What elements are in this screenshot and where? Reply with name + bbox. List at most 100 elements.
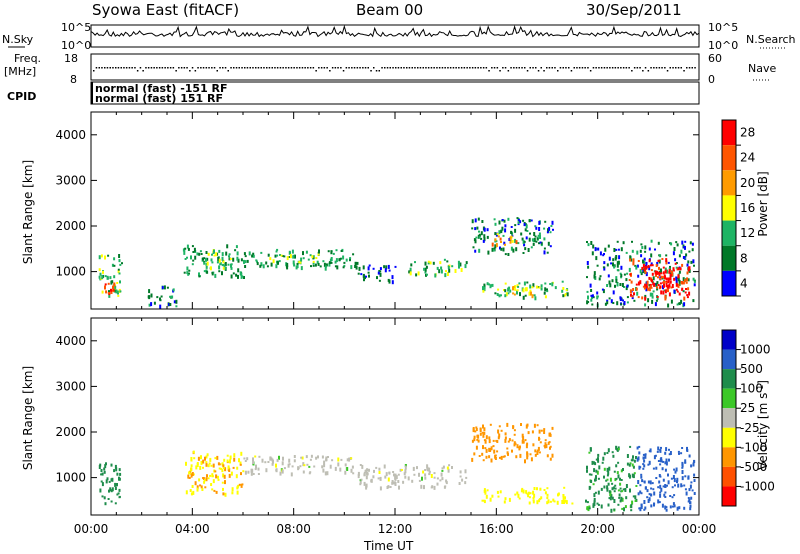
vel-echo-cell (118, 488, 121, 492)
power-echo-cell (547, 228, 549, 233)
vel-echo-cell (483, 488, 486, 492)
vel-echo-cell (644, 454, 647, 459)
vel-echo-cell (196, 485, 199, 490)
vel-echo-cell (217, 475, 219, 479)
power-echo-cell (385, 265, 388, 270)
vel-echo-cell (660, 457, 663, 461)
vel-echo-cell (257, 467, 260, 471)
power-echo-cell (637, 281, 640, 286)
power-echo-cell (602, 254, 605, 257)
power-echo-cell (526, 230, 529, 232)
power-echo-cell (224, 266, 227, 270)
power-echo-cell (636, 264, 639, 268)
vel-echo-cell (104, 464, 107, 469)
power-echo-cell (667, 303, 670, 308)
freq-point (219, 67, 221, 69)
vel-echo-cell (526, 452, 529, 457)
freq-point (230, 67, 232, 69)
power-echo-cell (489, 284, 492, 289)
vel-echo-cell (681, 470, 684, 474)
power-echo-cell (685, 253, 688, 257)
power-echo-cell (626, 272, 629, 275)
power-echo-cell (532, 238, 535, 242)
vel-echo-cell (648, 450, 651, 453)
vel-echo-cell (658, 474, 661, 477)
power-echo-cell (635, 287, 638, 291)
power-echo-cell (631, 295, 634, 298)
power-echo-cell (288, 251, 291, 255)
power-echo-cell (587, 295, 589, 300)
vel-echo-cell (588, 473, 591, 476)
vel-echo-cell (634, 500, 637, 502)
power-echo-cell (425, 265, 428, 269)
freq-point (378, 70, 380, 72)
freq-point (246, 67, 249, 69)
vel-echo-cell (329, 464, 332, 469)
power-echo-cell (528, 219, 531, 223)
vel-echo-cell (621, 490, 624, 493)
freq-point (194, 70, 197, 72)
vel-echo-cell (255, 464, 257, 469)
power-echo-cell (519, 220, 522, 224)
freq-point (381, 67, 383, 69)
vel-echo-cell (549, 457, 552, 461)
vel-echo-cell (359, 464, 362, 466)
power-echo-cell (644, 296, 647, 301)
freq-point (576, 67, 578, 69)
vel-echo-cell (546, 493, 549, 497)
power-echo-cell (682, 246, 685, 249)
power-echo-cell (376, 276, 378, 280)
freq-point (147, 67, 150, 69)
freq-point (565, 67, 567, 69)
vel-echo-cell (526, 455, 529, 460)
velocity-colorbar-tick-label: -1000 (740, 479, 775, 493)
vel-echo-cell (413, 473, 416, 476)
vel-echo-cell (473, 452, 476, 456)
vel-echo-cell (247, 470, 250, 474)
power-echo-cell (516, 289, 519, 292)
vel-echo-cell (686, 449, 689, 452)
vel-echo-cell (691, 489, 694, 492)
vel-echo-cell (226, 454, 229, 457)
vel-echo-cell (275, 469, 278, 472)
vel-echo-cell (600, 504, 603, 509)
power-echo-cell (617, 248, 620, 251)
power-echo-cell (663, 280, 665, 285)
time-tick-label: 08:00 (276, 522, 311, 536)
power-echo-cell (117, 270, 120, 274)
power-echo-cell (691, 242, 694, 246)
power-echo-cell (682, 290, 685, 293)
power-echo-cell (669, 242, 671, 245)
power-echo-cell (606, 301, 609, 305)
vel-echo-cell (212, 463, 215, 468)
vel-echo-cell (613, 470, 616, 473)
vel-echo-cell (423, 485, 425, 490)
vel-echo-cell (639, 484, 642, 487)
power-echo-cell (682, 256, 685, 259)
freq-point (238, 67, 240, 69)
power-echo-cell (218, 270, 221, 273)
velocity-colorbar-tick-label: 500 (740, 362, 763, 376)
vel-echo-cell (421, 476, 423, 481)
freq-point (471, 67, 474, 69)
vel-echo-cell (520, 423, 522, 426)
vel-echo-cell (205, 477, 208, 482)
power-echo-cell (504, 294, 507, 298)
vel-echo-cell (190, 457, 193, 461)
power-echo-cell (355, 265, 358, 270)
power-echo-cell (635, 265, 638, 270)
vel-echo-cell (416, 466, 418, 470)
power-echo-cell (260, 262, 263, 267)
power-echo-cell (645, 287, 648, 292)
vel-echo-cell (688, 499, 691, 503)
power-echo-cell (656, 281, 659, 285)
vel-echo-cell (652, 467, 655, 470)
freq-point (504, 67, 507, 69)
power-echo-cell (524, 228, 527, 232)
power-echo-cell (615, 255, 618, 259)
vel-echo-cell (662, 460, 665, 463)
vel-echo-cell (387, 477, 390, 482)
vel-echo-cell (608, 497, 611, 500)
power-echo-cell (153, 301, 156, 305)
power-echo-cell (622, 241, 625, 245)
